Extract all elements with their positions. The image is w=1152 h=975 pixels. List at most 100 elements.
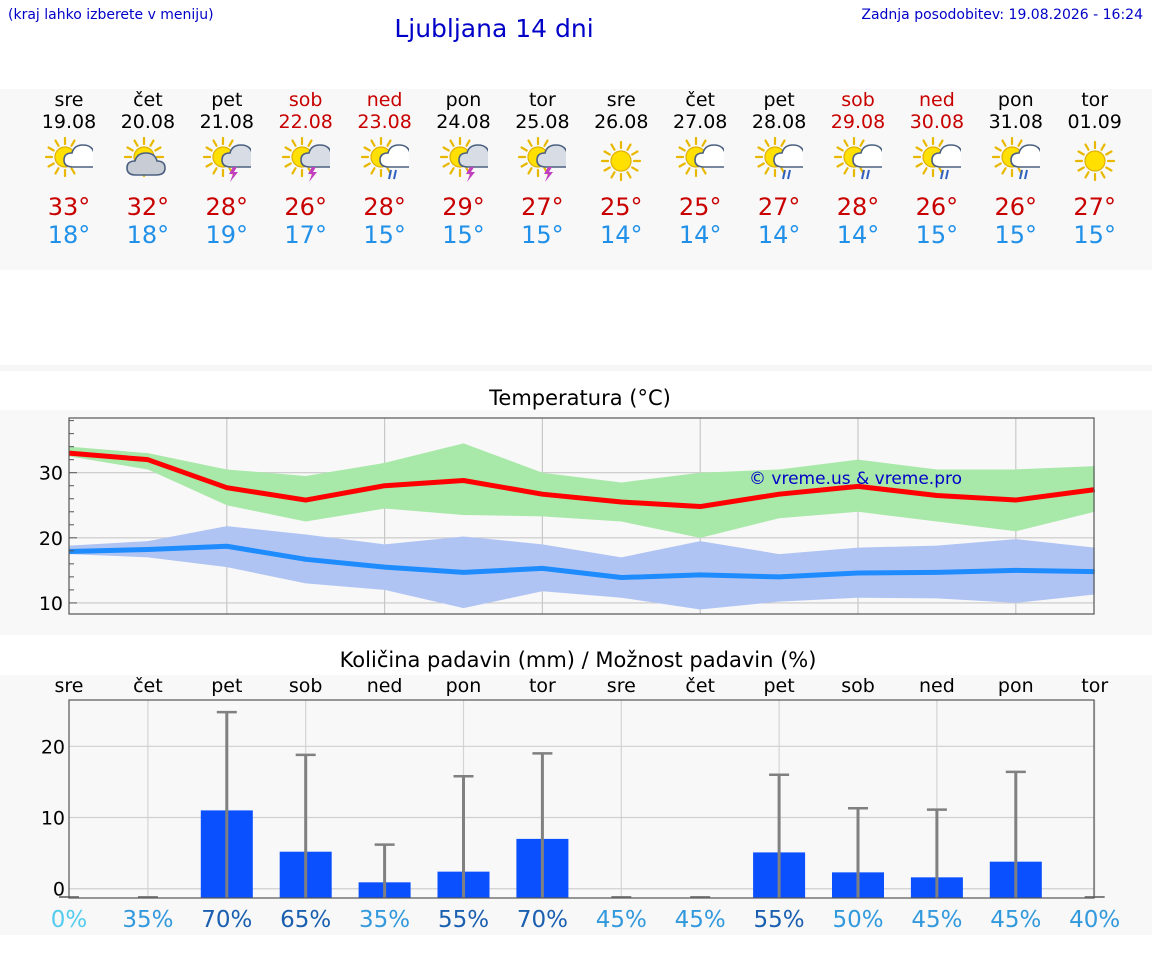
precipitation-probability-label: 45% <box>911 907 962 933</box>
location-menu-hint: (kraj lahko izberete v meniju) <box>8 7 214 23</box>
min-temperature: 14° <box>678 221 722 249</box>
day-name: tor <box>528 89 556 111</box>
day-date: 30.08 <box>909 111 965 133</box>
day-date: 26.08 <box>594 111 649 133</box>
day-name: pon <box>997 89 1034 111</box>
sun-cloud-rain-icon <box>340 133 430 193</box>
sun-icon <box>1050 133 1140 193</box>
max-temperature: 32° <box>126 193 170 221</box>
temperature-chart: 10 20 30 © vreme.us & vreme.pro <box>39 417 1096 615</box>
min-temperature: 19° <box>205 221 249 249</box>
plot-frame <box>68 699 1095 899</box>
sun-cloud-rain-icon <box>892 133 982 193</box>
min-temperature: 15° <box>1073 221 1116 249</box>
max-temperature: 26° <box>284 193 327 221</box>
day-date: 24.08 <box>436 111 491 133</box>
min-temperature-line <box>68 543 1095 581</box>
max-temperature: 27° <box>757 193 801 221</box>
max-temperature-range-band <box>69 443 1095 538</box>
max-temperature: 28° <box>205 193 249 221</box>
precipitation-probability-label: 55% <box>438 907 489 933</box>
min-temperature: 15° <box>442 221 485 249</box>
section-divider <box>0 365 1152 371</box>
day-date: 23.08 <box>357 111 412 133</box>
day-name: ned <box>918 89 955 111</box>
x-category-label: ned <box>919 675 955 697</box>
min-temperature: 17° <box>284 221 327 249</box>
day-column: tor 01.09 27° 15° <box>1050 89 1140 249</box>
x-category-label: pet <box>763 675 794 697</box>
precipitation-probability-label: 45% <box>596 907 647 933</box>
day-name: sob <box>841 89 875 111</box>
sun-cloud-thunder-icon <box>419 133 509 193</box>
max-temperature: 27° <box>521 193 564 221</box>
sun-cloud-thunder-icon <box>497 133 587 193</box>
day-column: sob 22.08 26° 17° <box>261 89 351 249</box>
max-temperature: 26° <box>994 193 1038 221</box>
x-category-label: čet <box>133 675 163 697</box>
day-name: tor <box>1081 89 1109 111</box>
precipitation-probability-label: 70% <box>201 907 252 933</box>
temperature-chart-title: Temperatura (°C) <box>489 386 671 410</box>
precipitation-chart-title: Količina padavin (mm) / Možnost padavin … <box>339 648 817 672</box>
precipitation-probability-label: 35% <box>122 907 173 933</box>
min-temperature: 15° <box>521 221 564 249</box>
precipitation-probability-label: 35% <box>359 907 410 933</box>
x-category-label: sob <box>841 675 875 697</box>
day-column: sre 19.08 33° 18° <box>24 89 114 249</box>
min-temperature: 18° <box>47 221 91 249</box>
day-date: 25.08 <box>515 111 570 133</box>
min-temperature: 18° <box>126 221 170 249</box>
x-category-label: sre <box>55 675 84 697</box>
plot-frame <box>68 417 1095 615</box>
max-temperature: 25° <box>678 193 722 221</box>
x-category-label: pon <box>998 675 1034 697</box>
day-column: pet 21.08 28° 19° <box>182 89 272 249</box>
daily-forecast-strip: sre 19.08 33° 18° čet 20.08 32° 18° pet 21.08 28° 1… <box>0 89 1152 270</box>
x-category-label: sre <box>607 675 636 697</box>
max-temperature: 27° <box>1073 193 1116 221</box>
day-date: 22.08 <box>278 111 333 133</box>
y-tick-label: 20 <box>39 528 63 550</box>
y-tick-label: 10 <box>39 593 63 615</box>
day-name: ned <box>366 89 403 111</box>
min-temperature: 14° <box>600 221 643 249</box>
day-date: 29.08 <box>830 111 886 133</box>
x-category-label: pet <box>211 675 242 697</box>
min-temperature: 15° <box>994 221 1038 249</box>
day-date: 21.08 <box>199 111 254 133</box>
day-column: sob 29.08 28° 14° <box>813 89 903 249</box>
day-column: čet 20.08 32° 18° <box>103 89 193 249</box>
day-column: pon 31.08 26° 15° <box>971 89 1061 249</box>
sun-cloud-rain-icon <box>813 133 903 193</box>
precipitation-probability-label: 65% <box>280 907 331 933</box>
day-date: 31.08 <box>988 111 1043 133</box>
watermark: © vreme.us & vreme.pro <box>749 469 962 489</box>
x-category-label: ned <box>367 675 403 697</box>
precipitation-probability-label: 50% <box>832 907 883 933</box>
max-temperature: 29° <box>442 193 485 221</box>
day-column: pet 28.08 27° 14° <box>734 89 824 249</box>
min-temperature-range-band <box>69 526 1095 610</box>
day-column: ned 30.08 26° 15° <box>892 89 982 249</box>
last-update-label: Zadnja posodobitev: 19.08.2026 - 16:24 <box>861 7 1143 23</box>
precipitation-probability-label: 45% <box>675 907 726 933</box>
y-tick-label: 30 <box>39 463 63 485</box>
min-temperature: 15° <box>363 221 406 249</box>
precipitation-chart: sre čet pet sob ned pon tor sre čet pet sob ned pon t… <box>41 675 1120 933</box>
max-temperature: 25° <box>600 193 643 221</box>
day-name: sre <box>54 89 84 111</box>
day-date: 19.08 <box>41 111 97 133</box>
day-name: sre <box>606 89 636 111</box>
min-temperature: 14° <box>757 221 801 249</box>
max-temperature: 28° <box>836 193 880 221</box>
y-tick-label: 10 <box>41 808 65 830</box>
max-temperature: 28° <box>363 193 406 221</box>
sun-icon <box>576 133 666 193</box>
precipitation-probability-label: 45% <box>990 907 1041 933</box>
day-column: čet 27.08 25° 14° <box>655 89 745 249</box>
day-date: 28.08 <box>751 111 807 133</box>
x-category-label: tor <box>529 675 556 697</box>
min-temperature: 15° <box>915 221 959 249</box>
day-date: 01.09 <box>1067 111 1122 133</box>
